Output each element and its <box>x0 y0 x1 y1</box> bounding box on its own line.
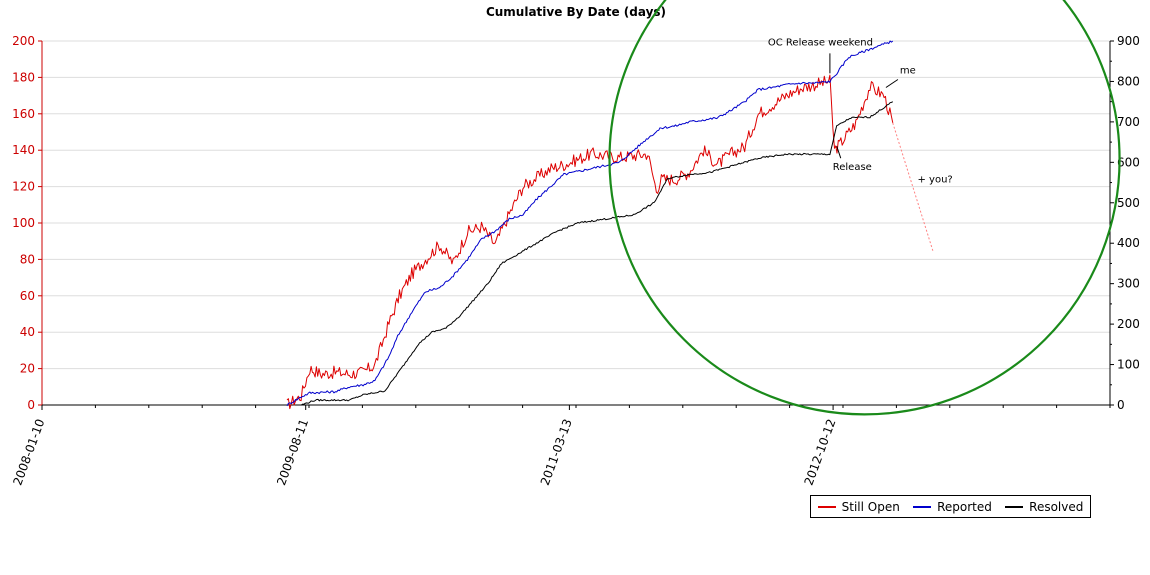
left-tick-label-120: 120 <box>12 180 35 194</box>
right-tick-label-800: 800 <box>1117 74 1140 88</box>
right-tick-label-500: 500 <box>1117 196 1140 210</box>
annotation-group: OC Release weekend me Release + you? <box>608 0 1121 416</box>
series-line-still-open <box>286 74 894 410</box>
annotation-you: + you? <box>918 175 953 186</box>
left-tick-label-40: 40 <box>20 325 35 339</box>
right-tick-label-200: 200 <box>1117 317 1140 331</box>
left-tick-label-100: 100 <box>12 216 35 230</box>
legend-swatch-still-open <box>817 505 836 508</box>
legend-swatch-reported <box>913 505 932 508</box>
x-tick-label-2011-03-13: 2011-03-13 <box>538 417 575 487</box>
legend: Still Open Reported Resolved <box>810 495 1091 518</box>
legend-swatch-resolved <box>1005 505 1024 508</box>
right-tick-label-400: 400 <box>1117 236 1140 250</box>
left-tick-label-0: 0 <box>27 398 35 412</box>
x-tick-label-2012-10-12: 2012-10-12 <box>802 417 839 487</box>
legend-item-reported: Reported <box>913 500 992 514</box>
right-tick-label-100: 100 <box>1117 358 1140 372</box>
legend-item-resolved: Resolved <box>1005 500 1083 514</box>
series-group <box>286 40 894 410</box>
right-tick-label-600: 600 <box>1117 155 1140 169</box>
series-line-resolved <box>300 101 894 406</box>
legend-item-still-open: Still Open <box>817 499 900 514</box>
left-tick-label-60: 60 <box>20 289 35 303</box>
legend-label-resolved: Resolved <box>1029 499 1084 514</box>
left-tick-label-180: 180 <box>12 70 35 84</box>
right-tick-label-300: 300 <box>1117 277 1140 291</box>
left-tick-label-20: 20 <box>20 362 35 376</box>
annotation-me: me <box>900 66 916 77</box>
right-tick-label-900: 900 <box>1117 34 1140 48</box>
projection-line <box>892 122 934 253</box>
legend-label-still-open: Still Open <box>841 499 900 514</box>
annotation-leader-release <box>836 145 842 159</box>
left-tick-label-200: 200 <box>12 34 35 48</box>
legend-label-reported: Reported <box>937 499 992 514</box>
left-tick-label-160: 160 <box>12 107 35 121</box>
left-tick-label-80: 80 <box>20 252 35 266</box>
right-tick-label-0: 0 <box>1117 398 1125 412</box>
annotation-release: Release <box>833 162 872 173</box>
left-tick-label-140: 140 <box>12 143 35 157</box>
annotation-leader-me <box>885 79 899 88</box>
x-tick-label-2008-01-10: 2008-01-10 <box>10 417 47 487</box>
right-tick-label-700: 700 <box>1117 115 1140 129</box>
axes: 0 20 40 60 80 100 120 140 160 180 200 0 100 200 300 400… <box>10 34 1139 487</box>
chart-title: Cumulative By Date (days) <box>486 5 666 19</box>
annotation-oc-release-weekend: OC Release weekend <box>768 37 873 48</box>
highlight-circle <box>608 0 1121 416</box>
series-line-reported <box>286 40 894 407</box>
x-tick-label-2009-08-11: 2009-08-11 <box>274 417 311 487</box>
